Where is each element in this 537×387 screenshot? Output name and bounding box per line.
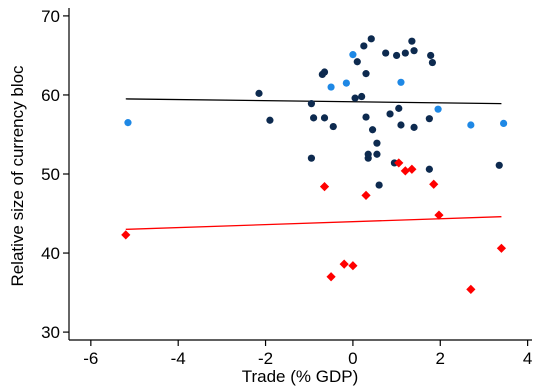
data-point-circle xyxy=(434,105,442,113)
y-tick-label: 70 xyxy=(41,7,60,26)
data-point-circle xyxy=(307,154,316,162)
data-point-circle xyxy=(425,115,433,123)
data-point-circle xyxy=(310,114,318,122)
x-axis-label: Trade (% GDP) xyxy=(242,367,359,386)
data-point-circle xyxy=(349,51,357,59)
data-point-circle xyxy=(360,42,368,50)
data-point-circle xyxy=(408,37,416,45)
y-tick-label: 30 xyxy=(41,323,60,342)
data-point-circle xyxy=(386,110,394,118)
data-point-circle xyxy=(367,35,375,43)
data-point-diamond xyxy=(348,261,358,271)
fit-line xyxy=(125,216,502,230)
data-point-diamond xyxy=(496,243,507,253)
data-point-circle xyxy=(467,121,475,129)
data-point-circle xyxy=(495,161,503,169)
data-point-diamond xyxy=(407,164,417,174)
x-tick-label: -4 xyxy=(171,349,186,368)
data-point-circle xyxy=(427,51,435,60)
data-point-diamond xyxy=(466,284,476,295)
data-point-circle xyxy=(329,122,337,131)
data-point-circle xyxy=(364,150,372,158)
data-point-circle xyxy=(320,68,329,76)
data-point-circle xyxy=(353,58,361,66)
x-tick-label: 4 xyxy=(523,349,532,368)
data-point-circle xyxy=(342,79,350,87)
data-point-circle xyxy=(373,150,381,158)
x-tick-label: 2 xyxy=(436,349,445,368)
data-point-diamond xyxy=(319,182,330,192)
x-tick-label: 0 xyxy=(348,349,357,368)
data-point-circle xyxy=(397,78,405,86)
data-point-diamond xyxy=(121,230,131,240)
data-point-diamond xyxy=(361,190,371,200)
data-point-circle xyxy=(362,70,370,78)
data-point-circle xyxy=(375,181,383,189)
data-point-circle xyxy=(368,126,377,134)
data-point-circle xyxy=(320,114,329,122)
data-point-circle xyxy=(255,89,263,97)
data-point-circle xyxy=(373,139,381,147)
x-tick-label: -6 xyxy=(83,349,98,368)
y-tick-label: 40 xyxy=(41,244,60,263)
data-point-circle xyxy=(410,123,418,131)
x-tick-label: -2 xyxy=(258,349,273,368)
data-point-diamond xyxy=(394,158,404,168)
data-point-circle xyxy=(392,51,401,60)
data-point-circle xyxy=(351,94,359,102)
data-point-circle xyxy=(410,47,418,55)
data-point-circle xyxy=(401,49,409,57)
data-point-diamond xyxy=(434,210,444,220)
data-point-circle xyxy=(307,100,316,108)
points-layer xyxy=(121,35,508,295)
data-point-circle xyxy=(397,121,405,129)
data-point-circle xyxy=(428,58,437,67)
y-axis-label: Relative size of currency bloc xyxy=(8,65,27,287)
data-point-circle xyxy=(327,83,335,91)
data-point-circle xyxy=(124,119,132,127)
data-point-diamond xyxy=(429,179,439,189)
data-point-circle xyxy=(362,113,370,121)
data-point-diamond xyxy=(326,272,336,282)
data-point-circle xyxy=(266,116,274,124)
ticks-layer: -6 -4 -2 0 2 4 30 40 50 60 70 xyxy=(41,7,532,368)
axes-layer xyxy=(68,8,532,341)
data-point-circle xyxy=(395,104,403,112)
data-point-circle xyxy=(358,92,366,101)
data-point-diamond xyxy=(339,259,349,269)
data-point-diamond xyxy=(400,166,410,176)
y-tick-label: 60 xyxy=(41,86,60,105)
data-point-circle xyxy=(500,119,508,128)
data-point-circle xyxy=(425,165,433,173)
data-point-circle xyxy=(382,49,390,57)
y-tick-label: 50 xyxy=(41,165,60,184)
